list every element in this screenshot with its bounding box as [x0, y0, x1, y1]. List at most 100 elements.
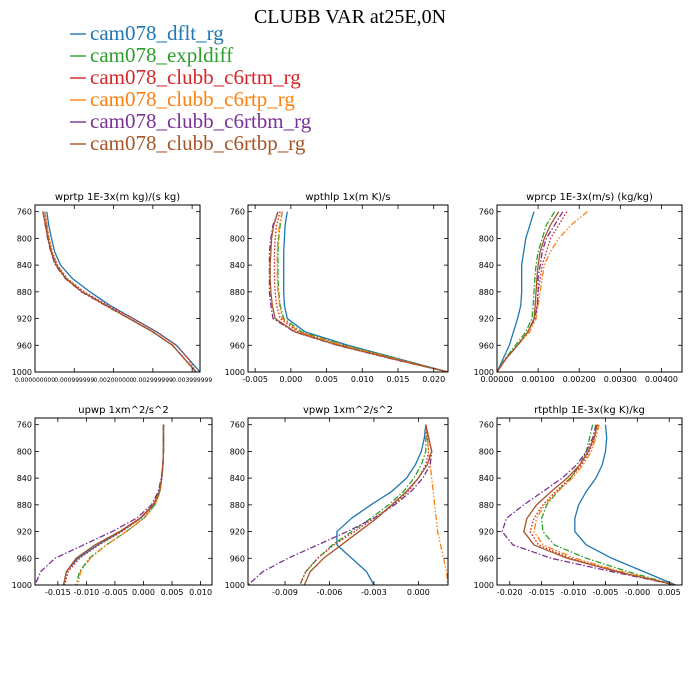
- x-tick-label-5-1: -0.015: [529, 588, 555, 597]
- x-tick-label-3-1: -0.010: [73, 588, 99, 597]
- y-tick-label-2-2: 840: [479, 261, 494, 270]
- panel-title-4: vpwp 1xm^2/s^2: [303, 405, 393, 416]
- series-line-4-3: [425, 424, 448, 585]
- panel-frame-3: [34, 417, 213, 586]
- series-line-3-4: [35, 424, 165, 585]
- y-tick-label-1-2: 840: [230, 261, 245, 270]
- x-tick-label-0-0: 0.000000000: [15, 377, 55, 384]
- series-group-0: [42, 211, 200, 372]
- y-tick-label-4-2: 840: [230, 474, 245, 483]
- series-line-2-0: [497, 211, 535, 372]
- series-line-1-3: [276, 211, 448, 372]
- series-line-4-4: [248, 424, 433, 585]
- legend-entry-4: cam078_clubb_c6rtbm_rg: [90, 109, 312, 133]
- panel-5: rtpthlp 1E-3x(kg K)/kg 760 800 840 880 920 960…: [474, 405, 683, 597]
- series-line-4-0: [336, 424, 427, 585]
- y-tick-label-5-2: 840: [479, 474, 494, 483]
- y-tick-label-0-4: 920: [17, 315, 32, 324]
- x-tick-label-4-3: 0.000: [407, 588, 430, 597]
- x-tick-label-1-3: 0.010: [351, 375, 374, 384]
- series-group-5: [501, 424, 676, 585]
- y-tick-label-4-1: 800: [230, 447, 245, 456]
- x-tick-label-3-3: 0.000: [132, 588, 155, 597]
- x-tick-label-5-2: -0.010: [561, 588, 587, 597]
- x-tick-label-0-3: 0.002999999: [133, 377, 173, 384]
- series-line-0-1: [44, 211, 197, 372]
- series-line-2-4: [497, 211, 564, 372]
- x-tick-label-2-1: 0.00100: [522, 375, 555, 384]
- y-tick-label-5-4: 920: [479, 528, 494, 537]
- series-line-2-3: [497, 211, 588, 372]
- series-line-4-1: [299, 424, 427, 585]
- series-line-5-2: [529, 424, 676, 585]
- series-group-2: [497, 211, 588, 372]
- y-tick-label-3-0: 760: [17, 421, 32, 430]
- x-tick-label-5-3: -0.005: [593, 588, 619, 597]
- y-tick-label-2-3: 880: [479, 288, 494, 297]
- legend: cam078_dflt_rgcam078_expldiffcam078_club…: [70, 21, 312, 155]
- series-line-0-0: [46, 211, 200, 372]
- panel-title-5: rtpthlp 1E-3x(kg K)/kg: [534, 405, 645, 416]
- y-tick-label-3-2: 840: [17, 474, 32, 483]
- panel-frame-5: [496, 417, 683, 586]
- x-tick-label-4-1: -0.006: [317, 588, 343, 597]
- y-tick-label-0-0: 760: [17, 208, 32, 217]
- legend-entry-0: cam078_dflt_rg: [90, 21, 224, 45]
- panel-1: wpthlp 1x(m K)/s 760 800 840 880 920 960 1000-0…: [225, 192, 449, 384]
- panel-2: wprcp 1E-3x(m/s) (kg/kg) 760 800 840 880 920 9…: [474, 192, 683, 384]
- y-tick-label-3-5: 960: [17, 554, 32, 563]
- x-tick-label-1-0: -0.005: [242, 375, 268, 384]
- y-tick-label-1-6: 1000: [225, 368, 245, 377]
- x-tick-label-0-2: 0.002000000: [94, 377, 134, 384]
- y-tick-label-2-6: 1000: [474, 368, 494, 377]
- x-tick-label-2-3: 0.00300: [604, 375, 637, 384]
- y-tick-label-0-5: 960: [17, 341, 32, 350]
- x-tick-label-5-5: 0.005: [658, 588, 681, 597]
- x-tick-label-1-5: 0.020: [422, 375, 445, 384]
- panel-frame-1: [247, 204, 449, 373]
- x-tick-label-4-2: -0.003: [361, 588, 387, 597]
- series-line-0-3: [44, 211, 197, 372]
- y-tick-label-0-1: 800: [17, 234, 32, 243]
- x-tick-label-3-0: -0.015: [45, 588, 71, 597]
- legend-entry-3: cam078_clubb_c6rtp_rg: [90, 87, 295, 111]
- x-tick-label-0-1: 0.000999999: [54, 377, 94, 384]
- series-line-2-5: [497, 211, 560, 372]
- y-tick-label-4-6: 1000: [225, 581, 245, 590]
- legend-entry-5: cam078_clubb_c6rtbp_rg: [90, 131, 306, 155]
- y-tick-label-0-2: 840: [17, 261, 32, 270]
- legend-entry-1: cam078_expldiff: [90, 43, 233, 67]
- y-tick-label-3-4: 920: [17, 528, 32, 537]
- legend-entry-2: cam078_clubb_c6rtm_rg: [90, 65, 301, 89]
- y-tick-label-2-4: 920: [479, 315, 494, 324]
- y-tick-label-5-3: 880: [479, 501, 494, 510]
- y-tick-label-5-0: 760: [479, 421, 494, 430]
- y-tick-label-2-0: 760: [479, 208, 494, 217]
- series-line-2-1: [497, 211, 556, 372]
- series-line-5-3: [533, 424, 676, 585]
- x-tick-label-3-2: -0.005: [102, 588, 128, 597]
- panel-3: upwp 1xm^2/s^2 760 800 840 880 920 960 1000 -0.0…: [12, 405, 213, 597]
- series-line-3-0: [62, 424, 165, 585]
- y-tick-label-3-6: 1000: [12, 581, 32, 590]
- y-tick-label-2-1: 800: [479, 234, 494, 243]
- y-tick-label-5-6: 1000: [474, 581, 494, 590]
- panel-title-0: wprtp 1E-3x(m kg)/(s kg): [55, 192, 180, 203]
- y-tick-label-5-1: 800: [479, 447, 494, 456]
- series-line-5-4: [501, 424, 676, 585]
- series-line-4-2: [299, 424, 430, 585]
- x-tick-label-4-0: -0.009: [272, 588, 298, 597]
- x-tick-label-5-0: -0.020: [497, 588, 523, 597]
- y-tick-label-1-5: 960: [230, 341, 245, 350]
- series-line-0-4: [42, 211, 197, 372]
- panel-frame-2: [496, 204, 683, 373]
- x-tick-label-0-4: 0.003999999: [172, 377, 212, 384]
- series-line-1-1: [277, 211, 448, 372]
- series-group-4: [248, 424, 448, 585]
- y-tick-label-4-3: 880: [230, 501, 245, 510]
- y-tick-label-1-3: 880: [230, 288, 245, 297]
- series-line-0-5: [42, 211, 197, 372]
- series-line-5-5: [523, 424, 676, 585]
- panel-frame-4: [247, 417, 449, 586]
